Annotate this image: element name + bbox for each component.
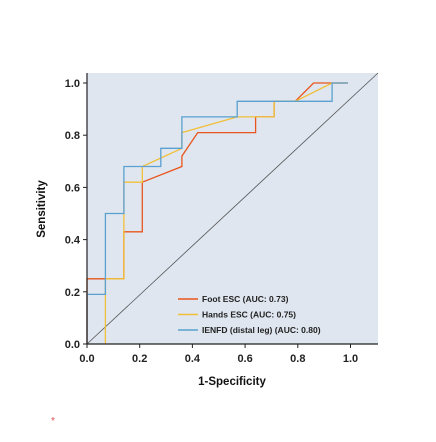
x-tick-label: 0.0 [79,353,94,365]
x-tick-label: 0.2 [132,353,147,365]
x-tick-label: 0.6 [237,353,252,365]
y-tick-label: 0.6 [65,182,80,194]
x-tick-label: 0.8 [290,353,305,365]
y-tick-label: 0.4 [65,235,81,247]
legend: Foot ESC (AUC: 0.73) Hands ESC (AUC: 0.75… [178,294,321,335]
y-tick-label: 0.0 [65,339,80,351]
legend-label-1: Foot ESC (AUC: 0.73) [202,294,289,304]
reference-diagonal [86,72,379,345]
legend-label-3: IENFD (distal leg) (AUC: 0.80) [202,325,321,335]
legend-label-2: Hands ESC (AUC: 0.75) [202,310,296,320]
x-axis-title: 1-Specificity [198,376,266,388]
y-tick-label: 0.2 [65,287,80,299]
x-tick-label: 0.4 [185,353,201,365]
series-line-3 [86,82,348,344]
y-axis-title: Sensitivity [36,180,48,238]
y-tick-label: 0.8 [65,130,80,142]
y-tick-label: 1.0 [65,78,80,90]
x-tick-label: 1.0 [343,353,358,365]
footnote-asterisk: * [51,416,55,427]
